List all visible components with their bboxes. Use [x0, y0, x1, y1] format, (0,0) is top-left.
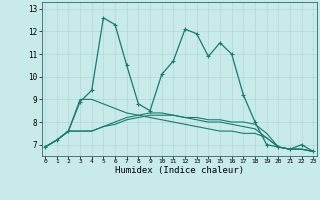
X-axis label: Humidex (Indice chaleur): Humidex (Indice chaleur)	[115, 166, 244, 175]
